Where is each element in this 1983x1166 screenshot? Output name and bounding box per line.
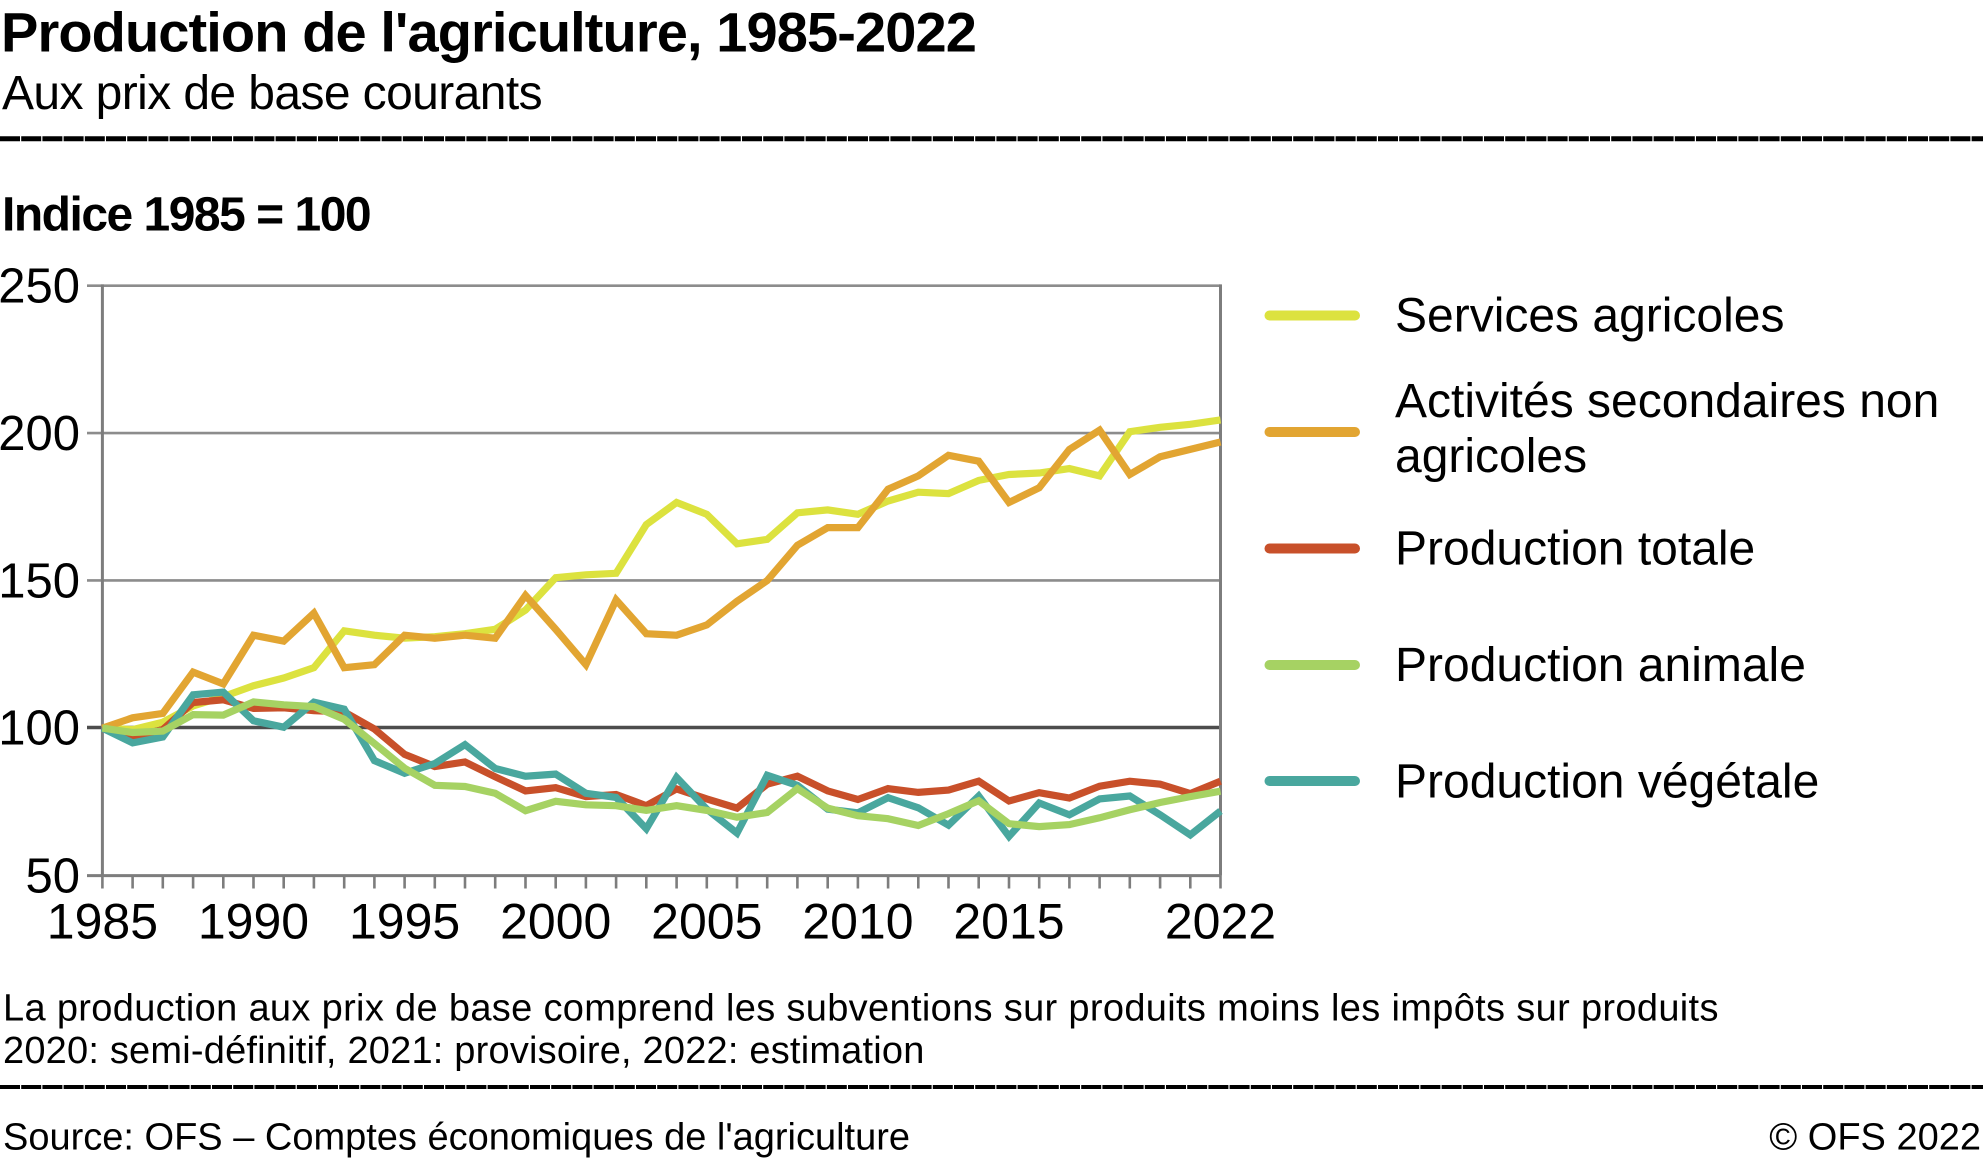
svg-text:2020: semi-définitif, 2021: pr: 2020: semi-définitif, 2021: provisoire, … bbox=[3, 1030, 925, 1072]
svg-text:Production totale: Production totale bbox=[1395, 523, 1755, 576]
svg-text:Production de l'agriculture, 1: Production de l'agriculture, 1985-2022 bbox=[1, 0, 976, 63]
svg-text:Source: OFS – Comptes économiq: Source: OFS – Comptes économiques de l'a… bbox=[3, 1116, 910, 1158]
svg-text:50: 50 bbox=[25, 850, 80, 904]
svg-text:1985: 1985 bbox=[47, 894, 158, 950]
svg-text:100: 100 bbox=[0, 702, 80, 756]
svg-text:Production végétale: Production végétale bbox=[1395, 756, 1819, 809]
svg-text:200: 200 bbox=[0, 407, 80, 461]
svg-text:Indice 1985 = 100: Indice 1985 = 100 bbox=[2, 188, 370, 241]
svg-text:La production aux prix de base: La production aux prix de base comprend … bbox=[3, 987, 1719, 1029]
svg-text:150: 150 bbox=[0, 554, 80, 608]
svg-text:1990: 1990 bbox=[198, 894, 309, 950]
svg-text:250: 250 bbox=[0, 260, 80, 314]
svg-text:agricoles: agricoles bbox=[1395, 430, 1587, 483]
svg-text:Services agricoles: Services agricoles bbox=[1395, 290, 1784, 343]
svg-text:2000: 2000 bbox=[500, 894, 611, 950]
svg-text:2005: 2005 bbox=[651, 894, 762, 950]
svg-text:Activités secondaires non: Activités secondaires non bbox=[1395, 375, 1939, 428]
svg-text:2010: 2010 bbox=[802, 894, 913, 950]
svg-text:2022: 2022 bbox=[1165, 894, 1276, 950]
svg-text:2015: 2015 bbox=[953, 894, 1064, 950]
svg-text:1995: 1995 bbox=[349, 894, 460, 950]
svg-text:Production animale: Production animale bbox=[1395, 639, 1806, 692]
svg-text:Aux prix de base courants: Aux prix de base courants bbox=[2, 67, 542, 120]
svg-text:© OFS 2022: © OFS 2022 bbox=[1769, 1116, 1981, 1158]
